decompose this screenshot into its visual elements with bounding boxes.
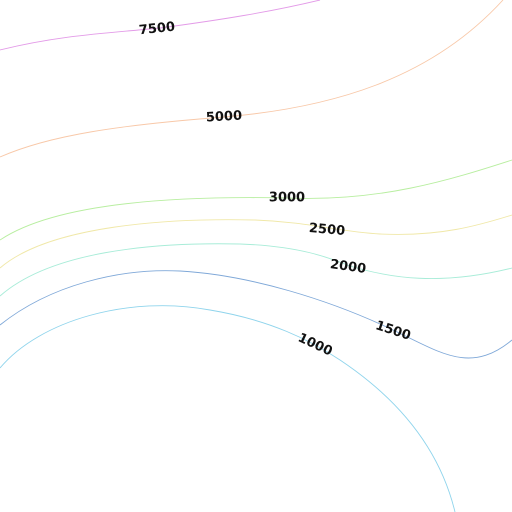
contour-line-7500 [0,0,321,51]
contour-label-3000: 3000 [269,191,305,206]
contour-line-1500 [0,270,512,359]
contour-line-2000 [0,243,512,297]
contour-line-5000 [0,0,504,158]
contour-label-7500: 7500 [138,20,176,39]
contour-label-5000: 5000 [206,109,243,126]
contour-line-1000 [0,305,456,512]
contour-label-2500: 2500 [308,221,345,239]
contour-label-1000: 1000 [295,331,334,360]
contour-line-3000 [0,159,512,241]
contour-label-1500: 1500 [373,318,412,343]
contour-label-2000: 2000 [329,257,367,277]
contour-line-2500 [0,214,512,269]
